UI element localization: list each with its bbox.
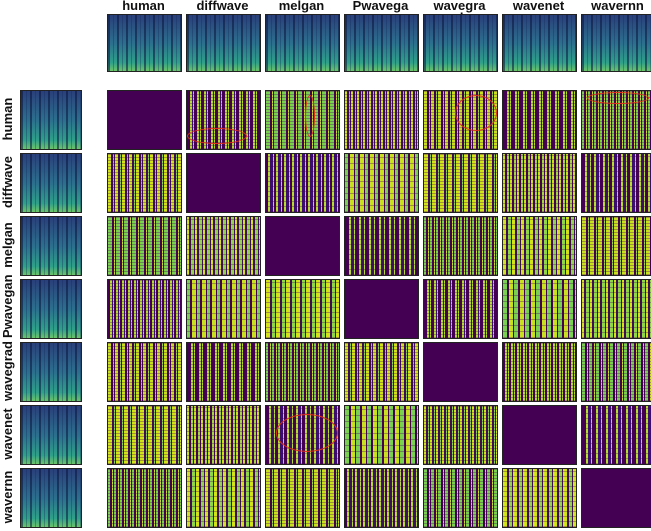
row-label: diffwave bbox=[0, 156, 15, 209]
diff-map bbox=[344, 279, 419, 339]
diff-map bbox=[265, 216, 340, 276]
diff-map bbox=[107, 405, 182, 465]
diff-map bbox=[581, 405, 651, 465]
column-spectrogram bbox=[107, 14, 182, 72]
row-label: wavernn bbox=[0, 470, 15, 524]
row-spectrogram bbox=[20, 405, 82, 465]
diff-map bbox=[107, 468, 182, 528]
column-header: wavernn bbox=[591, 0, 644, 13]
diff-map bbox=[423, 216, 498, 276]
column-spectrogram bbox=[344, 14, 419, 72]
row-spectrogram bbox=[20, 216, 82, 276]
diff-map bbox=[344, 342, 419, 402]
diff-map bbox=[344, 405, 419, 465]
row-spectrogram bbox=[20, 468, 82, 528]
highlight-ellipse bbox=[455, 95, 497, 131]
highlight-ellipse bbox=[587, 92, 649, 104]
diff-map bbox=[265, 90, 340, 150]
diff-map bbox=[186, 468, 261, 528]
diff-map bbox=[107, 279, 182, 339]
column-spectrogram bbox=[423, 14, 498, 72]
diff-map bbox=[581, 216, 651, 276]
diff-map bbox=[344, 90, 419, 150]
diff-map bbox=[502, 216, 577, 276]
diff-map bbox=[107, 90, 182, 150]
diff-map bbox=[423, 468, 498, 528]
diff-map bbox=[107, 216, 182, 276]
highlight-ellipse bbox=[276, 414, 338, 452]
diff-map bbox=[423, 342, 498, 402]
diff-map bbox=[502, 342, 577, 402]
diff-map bbox=[344, 153, 419, 213]
row-label: wavenet bbox=[0, 408, 15, 460]
diff-map bbox=[502, 153, 577, 213]
diff-map bbox=[265, 468, 340, 528]
row-spectrogram bbox=[20, 342, 82, 402]
diff-map bbox=[344, 468, 419, 528]
column-header: human bbox=[122, 0, 165, 13]
diff-map bbox=[186, 342, 261, 402]
row-label: human bbox=[0, 97, 15, 141]
diff-map bbox=[581, 279, 651, 339]
diff-map bbox=[581, 153, 651, 213]
row-label: Pwavegan bbox=[0, 274, 15, 338]
diff-map bbox=[265, 279, 340, 339]
column-header: melgan bbox=[278, 0, 325, 13]
column-spectrogram bbox=[581, 14, 651, 72]
highlight-ellipse bbox=[187, 128, 247, 144]
diff-map bbox=[502, 279, 577, 339]
diff-map bbox=[186, 216, 261, 276]
column-header: diffwave bbox=[196, 0, 249, 13]
diff-map bbox=[107, 342, 182, 402]
row-label: melgan bbox=[0, 222, 15, 268]
diff-map bbox=[344, 216, 419, 276]
diff-map bbox=[186, 405, 261, 465]
diff-map bbox=[265, 342, 340, 402]
diff-map bbox=[265, 153, 340, 213]
diff-map bbox=[186, 153, 261, 213]
diff-map bbox=[502, 405, 577, 465]
row-spectrogram bbox=[20, 90, 82, 150]
diff-map bbox=[502, 90, 577, 150]
column-header: wavenet bbox=[512, 0, 565, 13]
row-label: wavegrad bbox=[0, 341, 15, 401]
column-spectrogram bbox=[186, 14, 261, 72]
row-spectrogram bbox=[20, 279, 82, 339]
row-spectrogram bbox=[20, 153, 82, 213]
diff-map bbox=[423, 279, 498, 339]
diff-map bbox=[581, 342, 651, 402]
column-spectrogram bbox=[265, 14, 340, 72]
diff-map bbox=[502, 468, 577, 528]
diff-map bbox=[107, 153, 182, 213]
diff-map bbox=[186, 279, 261, 339]
highlight-ellipse bbox=[305, 95, 315, 137]
diff-map bbox=[423, 405, 498, 465]
diff-map bbox=[581, 468, 651, 528]
column-spectrogram bbox=[502, 14, 577, 72]
diff-map bbox=[423, 153, 498, 213]
